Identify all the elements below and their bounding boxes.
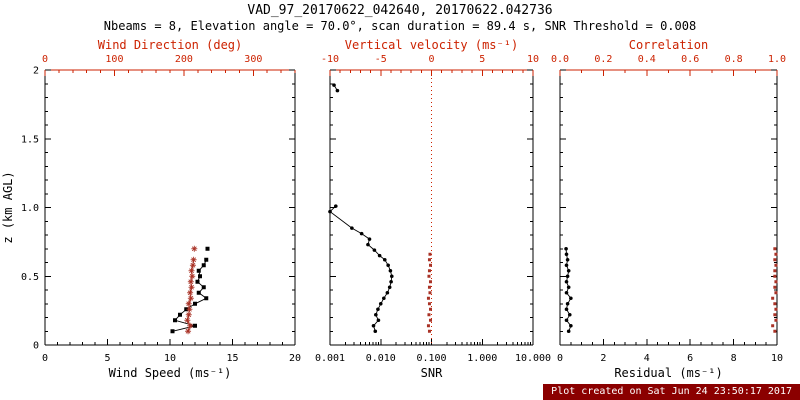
svg-text:6: 6 (687, 353, 693, 364)
plot-subtitle: Nbeams = 8, Elevation angle = 70.0°, sca… (103, 19, 697, 33)
svg-text:8: 8 (731, 353, 737, 364)
svg-text:0.8: 0.8 (725, 54, 743, 65)
svg-text:0.0: 0.0 (551, 54, 569, 65)
svg-text:0: 0 (428, 54, 434, 65)
svg-text:1.0: 1.0 (768, 54, 786, 65)
svg-text:1.5: 1.5 (21, 134, 39, 145)
svg-text:2: 2 (33, 66, 39, 77)
svg-text:5: 5 (479, 54, 485, 65)
svg-text:0.5: 0.5 (21, 272, 39, 283)
svg-text:Residual (ms⁻¹): Residual (ms⁻¹) (614, 366, 722, 380)
svg-text:0.4: 0.4 (638, 54, 656, 65)
svg-text:-5: -5 (375, 54, 387, 65)
svg-text:100: 100 (105, 54, 123, 65)
svg-text:Wind Speed (ms⁻¹): Wind Speed (ms⁻¹) (109, 366, 232, 380)
svg-text:300: 300 (244, 54, 262, 65)
svg-text:0.001: 0.001 (315, 353, 345, 364)
svg-text:5: 5 (104, 353, 110, 364)
panel-snr: 0.001 0.010 0.100 1.000 10.000 SNR -10 -5 0 5 10 Ve… (315, 38, 551, 380)
series-snr_profile (328, 83, 394, 334)
svg-text:0.100: 0.100 (416, 353, 446, 364)
series-vertical_velocity (426, 252, 432, 333)
svg-text:4: 4 (644, 353, 650, 364)
svg-text:Wind Direction (deg): Wind Direction (deg) (98, 38, 243, 52)
svg-text:0: 0 (42, 353, 48, 364)
svg-text:z (km AGL): z (km AGL) (1, 171, 15, 243)
svg-text:Correlation: Correlation (629, 38, 708, 52)
svg-text:0: 0 (42, 54, 48, 65)
svg-text:0.2: 0.2 (594, 54, 612, 65)
plot-footer-timestamp: Plot created on Sat Jun 24 23:50:17 2017 (543, 384, 800, 400)
svg-text:20: 20 (289, 353, 301, 364)
svg-text:-10: -10 (321, 54, 339, 65)
series-correlation_profile (771, 247, 778, 333)
svg-text:15: 15 (226, 353, 238, 364)
svg-text:10: 10 (771, 353, 783, 364)
plot-title: VAD_97_20170622_042640, 20170622.042736 (247, 3, 553, 18)
svg-text:0.010: 0.010 (366, 353, 396, 364)
svg-text:10.000: 10.000 (515, 353, 551, 364)
series-wind_direction (184, 245, 198, 335)
panel-residual: 0 2 4 6 8 10 Residual (ms⁻¹) 0.0 0.2 0.4 0.6 0.8 1.0… (551, 38, 786, 380)
svg-text:1.0: 1.0 (21, 203, 39, 214)
svg-text:0: 0 (33, 341, 39, 352)
svg-text:0: 0 (557, 353, 563, 364)
svg-text:10: 10 (527, 54, 539, 65)
svg-text:10: 10 (164, 353, 176, 364)
svg-text:200: 200 (175, 54, 193, 65)
svg-text:1.000: 1.000 (467, 353, 497, 364)
svg-text:2: 2 (600, 353, 606, 364)
series-residual_profile (564, 246, 573, 334)
svg-text:SNR: SNR (421, 366, 443, 380)
svg-text:Vertical velocity (ms⁻¹): Vertical velocity (ms⁻¹) (345, 38, 518, 52)
svg-text:0.6: 0.6 (681, 54, 699, 65)
series-wind_speed (170, 246, 210, 334)
